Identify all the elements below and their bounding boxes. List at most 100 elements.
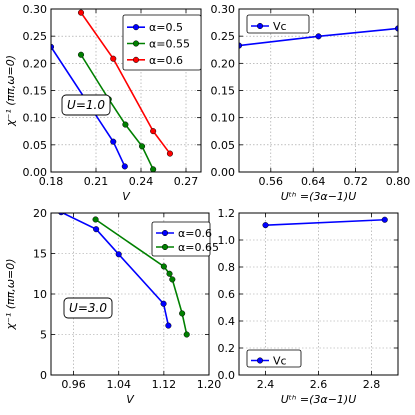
axes-frame — [50, 8, 202, 173]
annotation: U=1.0 — [61, 94, 111, 116]
data-point — [239, 42, 243, 49]
y-tick-label: 0.10 — [211, 112, 236, 125]
data-point — [169, 276, 176, 283]
legend-marker — [256, 22, 264, 30]
legend-label: Vc — [273, 355, 287, 368]
y-tick-label: 0.05 — [23, 139, 48, 152]
y-tick-label: 1.0 — [218, 234, 236, 247]
y-tick-label: 20 — [33, 207, 47, 220]
y-tick-label: 0.4 — [218, 315, 236, 328]
x-tick-label: 1.04 — [106, 378, 131, 391]
y-tick-label: 0.6 — [218, 288, 236, 301]
y-tick-label: 0.25 — [23, 30, 48, 43]
chart-panel-2: 0.56 0.64 0.72 0.80 0.00 0.05 0.10 0.15 0.20 0.25… — [211, 3, 411, 203]
chart-panel-3: 0.96 1.04 1.12 1.20 0 5 10 15 20 Vχ⁻¹ (ππ,ω=0) α=0… — [4, 207, 221, 406]
x-tick-label: 1.12 — [152, 378, 177, 391]
legend: Vc — [246, 14, 310, 34]
annotation-text: U=1.0 — [67, 98, 105, 112]
data-point — [122, 121, 129, 128]
x-tick-label: 2.8 — [363, 378, 381, 391]
x-tick-label: 0.64 — [301, 175, 326, 188]
y-tick-label: 0.05 — [211, 139, 236, 152]
data-point — [110, 55, 117, 62]
x-tick-label: 0.56 — [259, 175, 284, 188]
data-point — [150, 128, 157, 135]
legend: α=0.6α=0.65 — [151, 221, 219, 257]
legend-label: Vc — [273, 20, 287, 33]
legend-label: α=0.5 — [149, 21, 183, 34]
y-tick-label: 0.2 — [218, 342, 236, 355]
x-tick-label: 0.80 — [386, 175, 411, 188]
series-1 — [51, 43, 128, 170]
data-point — [262, 222, 269, 229]
y-axis-label: χ⁻¹ (ππ,ω=0) — [4, 55, 17, 127]
y-axis-label: χ⁻¹ (ππ,ω=0) — [4, 259, 17, 331]
data-point — [150, 166, 157, 172]
axes-frame — [238, 8, 399, 173]
series-1 — [239, 25, 398, 49]
legend-marker — [161, 243, 169, 251]
series-line — [95, 218, 188, 335]
data-point — [381, 216, 388, 223]
data-point — [77, 51, 85, 58]
legend-box — [122, 14, 202, 71]
series-line — [265, 218, 385, 226]
data-point — [165, 322, 172, 329]
y-tick-label: 0.25 — [211, 30, 236, 43]
data-point — [160, 263, 167, 270]
legend-label: α=0.6 — [149, 54, 183, 67]
x-axis-label: Uᵗʰ =(3α−1)U — [281, 393, 357, 406]
y-tick-label: 0.00 — [23, 166, 48, 179]
legend-marker — [132, 56, 140, 63]
annotation-text: U=3.0 — [69, 301, 107, 315]
x-tick-label: 0.21 — [84, 175, 109, 188]
x-axis-label: V — [122, 190, 131, 203]
data-point — [166, 270, 173, 277]
data-point — [58, 213, 65, 216]
data-point — [394, 25, 398, 32]
legend-marker — [132, 24, 140, 31]
x-tick-label: 2.4 — [257, 378, 275, 391]
y-tick-label: 15 — [33, 248, 47, 261]
data-point — [121, 163, 128, 170]
axes-frame — [238, 212, 399, 376]
x-tick-label: 0.18 — [39, 175, 64, 188]
legend-label: α=0.55 — [149, 38, 190, 51]
legend-marker — [132, 40, 140, 47]
x-tick-label: 0.96 — [61, 378, 86, 391]
data-point — [92, 216, 99, 223]
x-tick-label: 2.6 — [310, 378, 328, 391]
y-tick-label: 1.2 — [218, 207, 236, 220]
x-axis-label: V — [126, 393, 135, 406]
series-1 — [262, 216, 388, 229]
legend-marker — [161, 229, 169, 237]
chart-panel-1: 0.18 0.21 0.24 0.27 0.00 0.05 0.10 0.15 0.20 0.25… — [4, 3, 202, 203]
data-point — [93, 226, 100, 233]
legend-label: α=0.6 — [178, 227, 212, 240]
x-tick-label: 0.72 — [343, 175, 368, 188]
legend: α=0.5 α=0.55 α=0.6 — [122, 14, 202, 71]
data-point — [179, 310, 186, 317]
y-tick-label: 0.10 — [23, 112, 48, 125]
data-point — [115, 251, 122, 258]
data-point — [139, 143, 146, 150]
data-point — [183, 331, 190, 338]
series-3 — [77, 9, 173, 157]
y-tick-label: 0.15 — [211, 85, 236, 98]
y-tick-label: 0.30 — [23, 3, 48, 16]
legend: Vc — [246, 349, 302, 368]
annotation: U=3.0 — [63, 297, 113, 319]
data-point — [160, 300, 167, 307]
y-tick-label: 0 — [40, 369, 47, 382]
legend-box — [246, 14, 310, 34]
y-tick-label: 0.20 — [211, 57, 236, 70]
data-point — [166, 150, 173, 157]
y-tick-label: 5 — [40, 329, 47, 342]
series-line — [80, 12, 171, 155]
annotation-box — [63, 297, 113, 319]
y-tick-label: 10 — [33, 288, 47, 301]
data-point — [315, 33, 322, 40]
x-tick-label: 1.20 — [197, 378, 222, 391]
data-point — [110, 138, 117, 145]
